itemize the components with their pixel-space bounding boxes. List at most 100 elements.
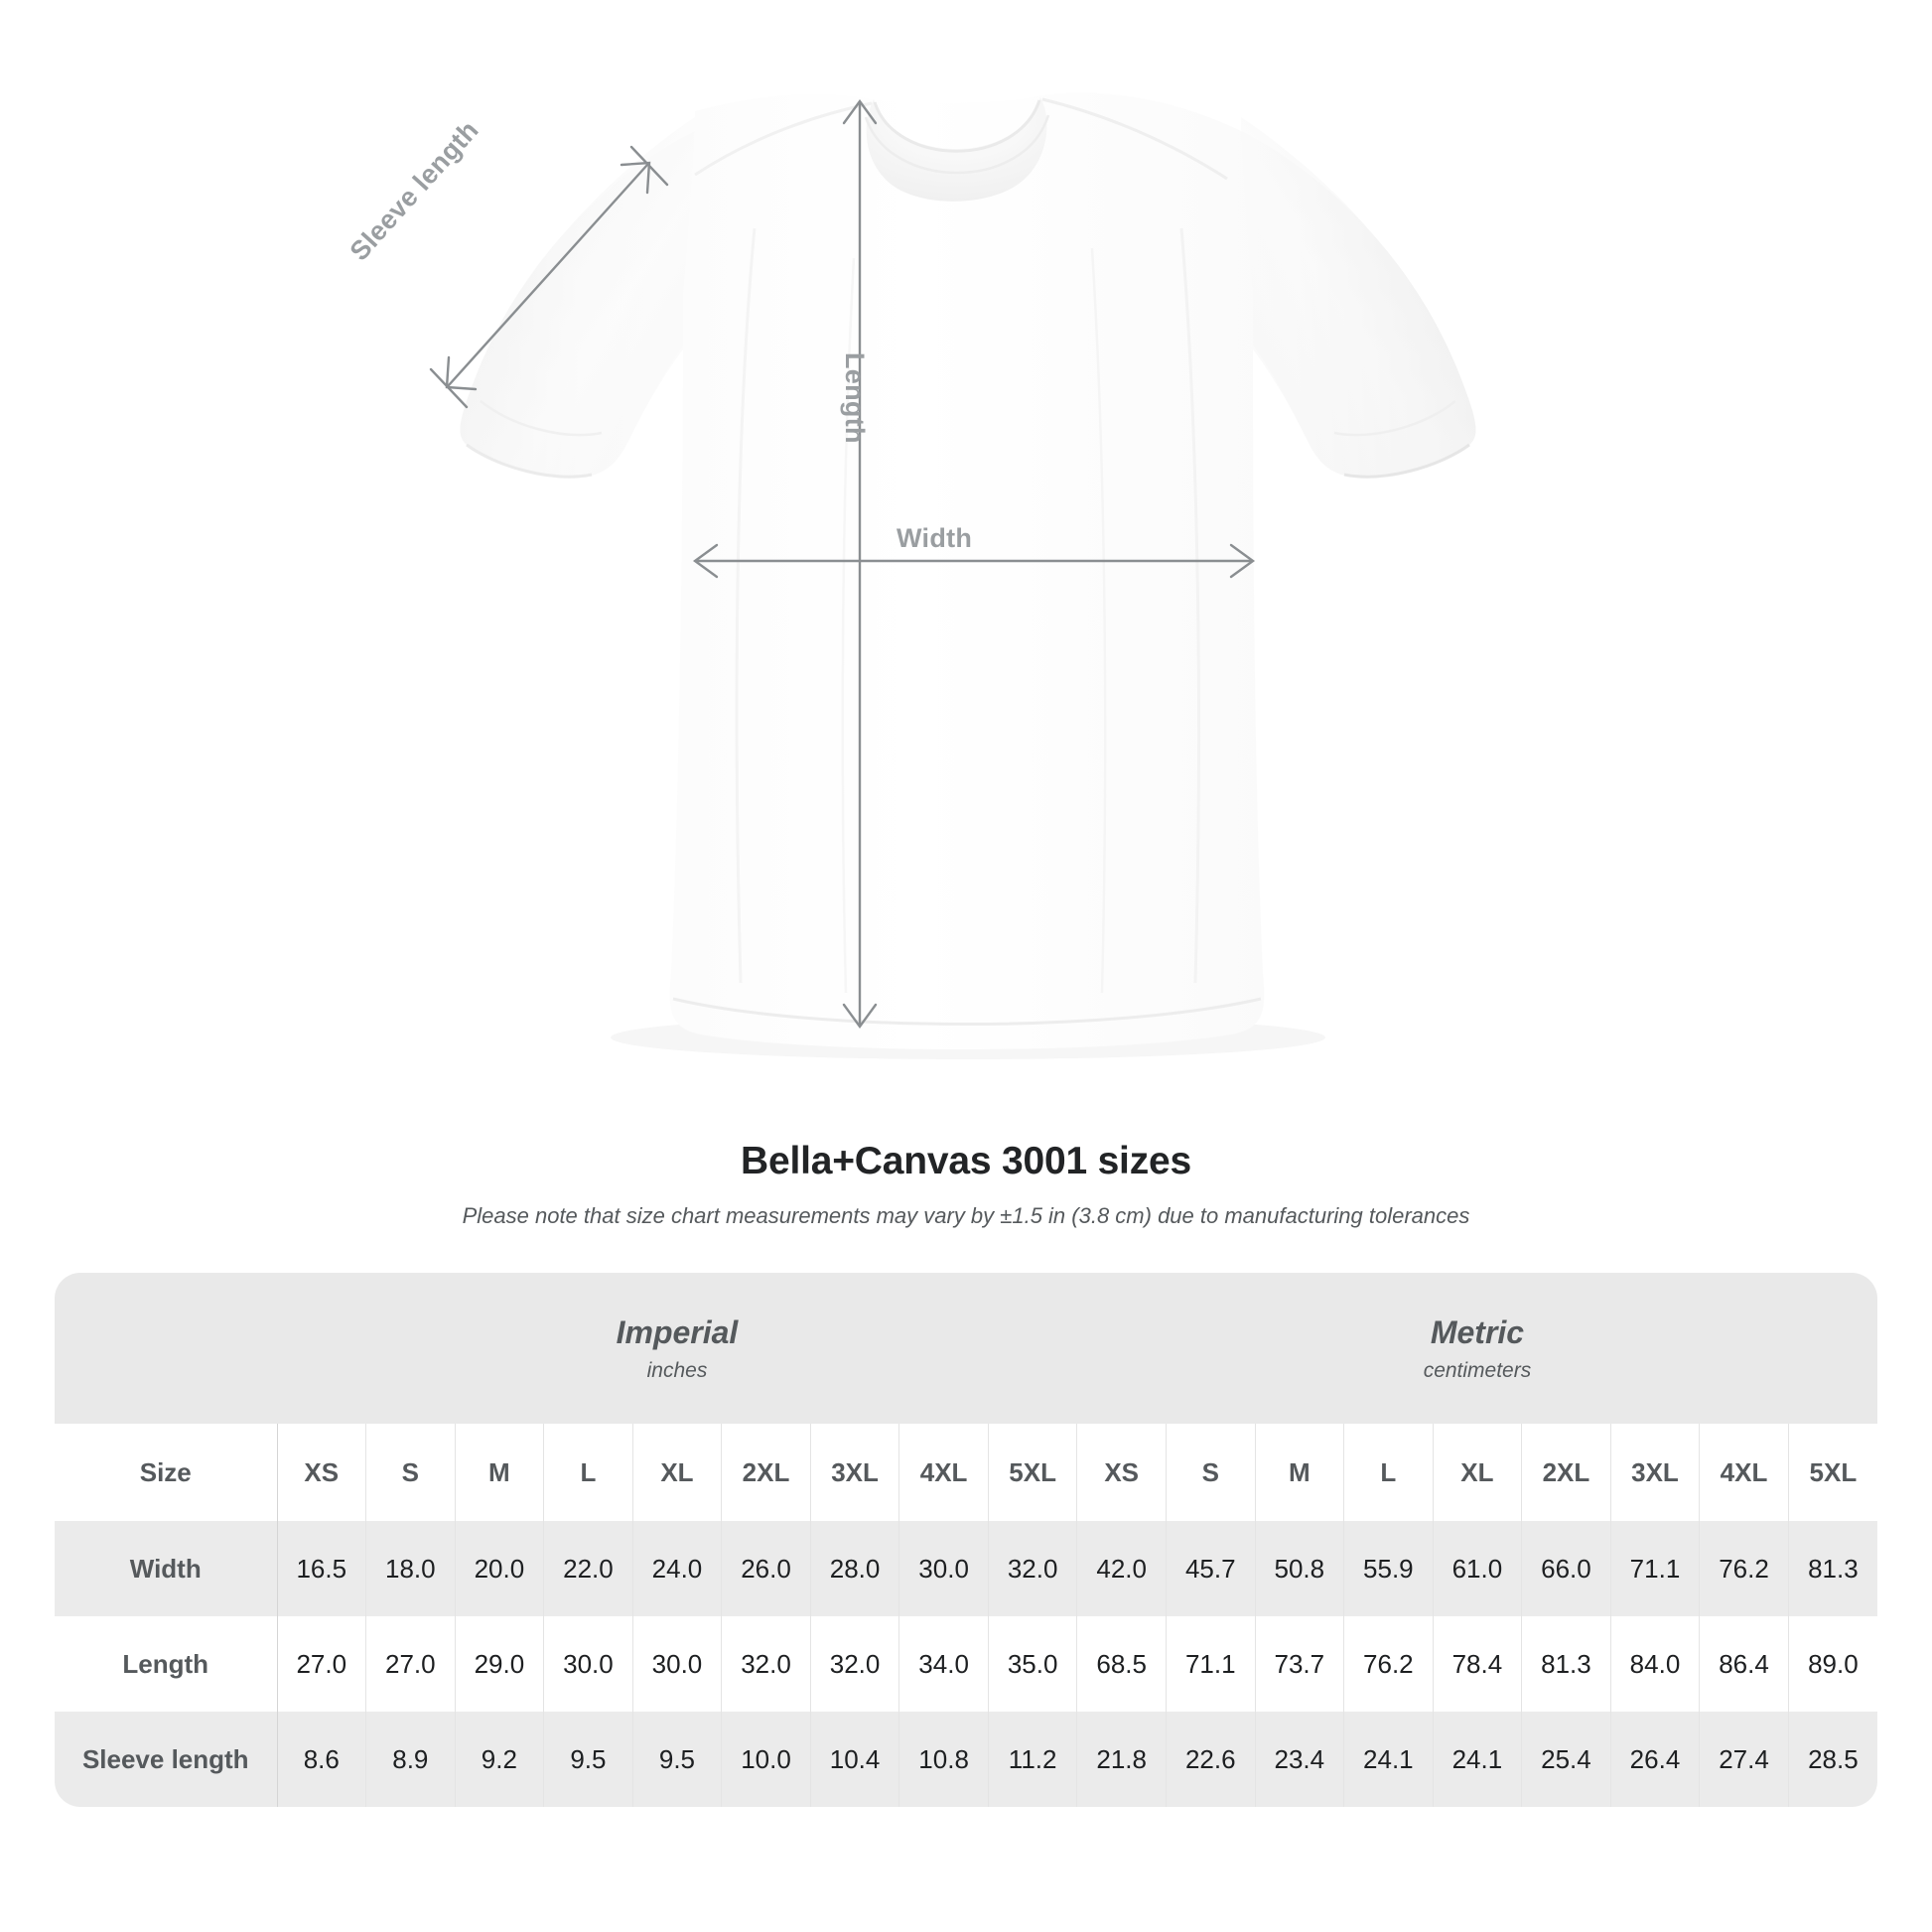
size-header-label: Size [55, 1424, 278, 1521]
table-row: Sleeve length 8.6 8.9 9.2 9.5 9.5 10.0 10.4 10.8… [55, 1712, 1877, 1807]
cell-length-imperial-l: 30.0 [543, 1616, 633, 1712]
unit-band-row: Imperial inches Metric centimeters [55, 1273, 1877, 1424]
sleeve-tick-top [629, 145, 669, 187]
width-label: Width [897, 523, 973, 553]
row-label-sleeve-length: Sleeve length [55, 1712, 278, 1807]
size-chart-table: Imperial inches Metric centimeters Size … [55, 1273, 1877, 1807]
cell-length-metric-3xl: 84.0 [1610, 1616, 1701, 1712]
cell-sleeve-length-imperial-xl: 9.5 [632, 1712, 723, 1807]
sleeve-tick-bottom [429, 367, 469, 409]
size-header-imperial-2xl: 2XL [721, 1424, 811, 1521]
cell-length-imperial-5xl: 35.0 [988, 1616, 1078, 1712]
row-label-width: Width [55, 1521, 278, 1616]
size-header-imperial-l: L [543, 1424, 633, 1521]
cell-sleeve-length-imperial-4xl: 10.8 [898, 1712, 989, 1807]
size-header-imperial-xs: XS [277, 1424, 367, 1521]
size-header-metric-4xl: 4XL [1699, 1424, 1789, 1521]
cell-length-metric-xs: 68.5 [1076, 1616, 1167, 1712]
width-arrow-head-left [692, 543, 719, 579]
size-header-imperial-3xl: 3XL [810, 1424, 900, 1521]
size-header-metric-xs: XS [1076, 1424, 1167, 1521]
unit-imperial-sub: inches [646, 1359, 708, 1383]
size-header-imperial-5xl: 5XL [988, 1424, 1078, 1521]
unit-group-imperial: Imperial inches [277, 1273, 1077, 1424]
unit-group-metric: Metric centimeters [1076, 1273, 1877, 1424]
cell-width-metric-m: 50.8 [1255, 1521, 1345, 1616]
cell-sleeve-length-imperial-xs: 8.6 [277, 1712, 367, 1807]
size-header-metric-xl: XL [1433, 1424, 1523, 1521]
cell-length-metric-5xl: 89.0 [1788, 1616, 1877, 1712]
sleeve-arrow-head-bottom [445, 355, 478, 391]
cell-width-metric-xl: 61.0 [1433, 1521, 1523, 1616]
cell-width-metric-s: 45.7 [1166, 1521, 1256, 1616]
cell-width-metric-4xl: 76.2 [1699, 1521, 1789, 1616]
cell-length-metric-2xl: 81.3 [1521, 1616, 1611, 1712]
cell-width-imperial-xs: 16.5 [277, 1521, 367, 1616]
cell-width-imperial-xl: 24.0 [632, 1521, 723, 1616]
unit-metric-sub: centimeters [1423, 1359, 1532, 1383]
unit-band-spacer [55, 1273, 277, 1424]
cell-width-imperial-l: 22.0 [543, 1521, 633, 1616]
cell-sleeve-length-imperial-l: 9.5 [543, 1712, 633, 1807]
table-body: Width 16.5 18.0 20.0 22.0 24.0 26.0 28.0 30.0 32.… [55, 1521, 1877, 1807]
cell-length-metric-s: 71.1 [1166, 1616, 1256, 1712]
cell-width-metric-l: 55.9 [1343, 1521, 1434, 1616]
cell-length-imperial-m: 29.0 [455, 1616, 545, 1712]
table-row: Length 27.0 27.0 29.0 30.0 30.0 32.0 32.0 34.0 35… [55, 1616, 1877, 1712]
sleeve-arrow-head-top [620, 161, 651, 195]
cell-width-metric-2xl: 66.0 [1521, 1521, 1611, 1616]
size-header-imperial-m: M [455, 1424, 545, 1521]
page-title: Bella+Canvas 3001 sizes [741, 1140, 1191, 1182]
cell-length-imperial-xs: 27.0 [277, 1616, 367, 1712]
size-header-imperial-4xl: 4XL [898, 1424, 989, 1521]
length-arrow-head-top [842, 98, 878, 125]
cell-length-imperial-s: 27.0 [365, 1616, 456, 1712]
cell-width-imperial-s: 18.0 [365, 1521, 456, 1616]
cell-length-metric-m: 73.7 [1255, 1616, 1345, 1712]
cell-length-imperial-xl: 30.0 [632, 1616, 723, 1712]
cell-width-imperial-m: 20.0 [455, 1521, 545, 1616]
width-arrow-head-right [1229, 543, 1256, 579]
cell-sleeve-length-metric-4xl: 27.4 [1699, 1712, 1789, 1807]
cell-length-imperial-3xl: 32.0 [810, 1616, 900, 1712]
table-head: Imperial inches Metric centimeters Size … [55, 1273, 1877, 1521]
cell-sleeve-length-metric-s: 22.6 [1166, 1712, 1256, 1807]
table-row: Width 16.5 18.0 20.0 22.0 24.0 26.0 28.0 30.0 32.… [55, 1521, 1877, 1616]
length-label: Length [840, 352, 870, 444]
cell-length-metric-4xl: 86.4 [1699, 1616, 1789, 1712]
tolerance-note: Please note that size chart measurements… [462, 1203, 1470, 1228]
cell-sleeve-length-metric-2xl: 25.4 [1521, 1712, 1611, 1807]
cell-sleeve-length-metric-5xl: 28.5 [1788, 1712, 1877, 1807]
size-header-metric-s: S [1166, 1424, 1256, 1521]
size-header-metric-2xl: 2XL [1521, 1424, 1611, 1521]
cell-width-metric-3xl: 71.1 [1610, 1521, 1701, 1616]
length-arrow-head-bottom [842, 1003, 878, 1030]
cell-length-imperial-4xl: 34.0 [898, 1616, 989, 1712]
cell-sleeve-length-imperial-5xl: 11.2 [988, 1712, 1078, 1807]
cell-width-imperial-3xl: 28.0 [810, 1521, 900, 1616]
row-label-length: Length [55, 1616, 278, 1712]
cell-width-imperial-2xl: 26.0 [721, 1521, 811, 1616]
title-block: Bella+Canvas 3001 sizes Please note that… [0, 1112, 1932, 1229]
cell-sleeve-length-imperial-s: 8.9 [365, 1712, 456, 1807]
dimension-arrows [429, 98, 1256, 1030]
cell-sleeve-length-metric-l: 24.1 [1343, 1712, 1434, 1807]
cell-sleeve-length-imperial-2xl: 10.0 [721, 1712, 811, 1807]
unit-imperial-name: Imperial [616, 1313, 739, 1350]
cell-sleeve-length-metric-xs: 21.8 [1076, 1712, 1167, 1807]
size-header-imperial-xl: XL [632, 1424, 723, 1521]
cell-sleeve-length-imperial-m: 9.2 [455, 1712, 545, 1807]
cell-width-metric-xs: 42.0 [1076, 1521, 1167, 1616]
tshirt-illustration: Sleeve length Length Width [344, 92, 1476, 1049]
size-header-row: Size XS S M L XL 2XL 3XL 4XL 5XL XS S M L XL 2XL 3XL 4XL… [55, 1424, 1877, 1521]
cell-sleeve-length-metric-xl: 24.1 [1433, 1712, 1523, 1807]
size-header-metric-l: L [1343, 1424, 1434, 1521]
cell-length-metric-l: 76.2 [1343, 1616, 1434, 1712]
cell-width-imperial-4xl: 30.0 [898, 1521, 989, 1616]
cell-width-metric-5xl: 81.3 [1788, 1521, 1877, 1616]
sleeve-arrow-line [447, 163, 649, 387]
cell-sleeve-length-metric-m: 23.4 [1255, 1712, 1345, 1807]
cell-length-imperial-2xl: 32.0 [721, 1616, 811, 1712]
cell-width-imperial-5xl: 32.0 [988, 1521, 1078, 1616]
size-header-imperial-s: S [365, 1424, 456, 1521]
